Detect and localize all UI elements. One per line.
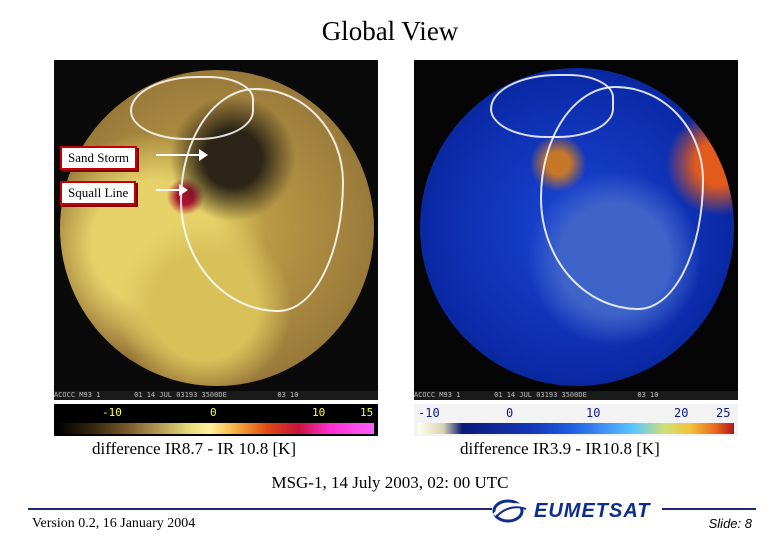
slide-number: Slide: 8 [708,516,752,531]
right-tick-label: -10 [418,406,440,420]
left-globe [60,70,374,386]
version-label: Version 0.2, 16 January 2004 [32,516,196,531]
footer-divider [28,508,756,510]
right-tick-label: 25 [716,406,731,420]
right-tick-label: 10 [586,406,601,420]
logo-text: EUMETSAT [534,499,651,522]
right-satellite-image: ACOCC M93 1 01 14 JUL 03193 3500DE 03 10 [414,60,738,400]
right-tick-label: 0 [506,406,514,420]
slide-subtitle: MSG-1, 14 July 2003, 02: 00 UTC [271,473,509,492]
eumetsat-swoosh-icon [492,499,527,523]
left-colorbar: -10 0 10 15 [54,404,378,436]
callout-squall-line: Squall Line [60,181,137,205]
right-caption: difference IR3.9 - IR10.8 [K] [460,439,660,458]
left-caption: difference IR8.7 - IR 10.8 [K] [92,439,297,458]
left-tick-label: 0 [210,406,217,419]
eumetsat-logo: EUMETSAT [492,496,662,526]
slide-title: Global View [321,16,459,46]
coastline-europe [490,74,614,138]
right-colorbar-ticks: -10 0 10 20 25 [414,406,738,422]
arrow-squall-line [156,184,188,196]
left-image-banner: ACOCC M93 1 01 14 JUL 03193 3500DE 03 10 [54,391,378,400]
left-colorbar-gradient [58,423,374,434]
right-tick-label: 20 [674,406,689,420]
arrow-sand-storm [156,149,208,161]
right-globe [420,68,734,386]
left-satellite-image: ACOCC M93 1 01 14 JUL 03193 3500DE 03 10 [54,60,378,400]
left-tick-label: -10 [102,406,122,419]
left-tick-label: 15 [360,406,374,419]
left-tick-label: 10 [312,406,326,419]
callout-sand-storm: Sand Storm [60,146,138,170]
left-colorbar-ticks: -10 0 10 15 [54,406,378,422]
coastline-europe [130,76,254,140]
right-colorbar-gradient [418,423,734,434]
right-colorbar: -10 0 10 20 25 [414,404,738,436]
right-image-banner: ACOCC M93 1 01 14 JUL 03193 3500DE 03 10 [414,391,738,400]
